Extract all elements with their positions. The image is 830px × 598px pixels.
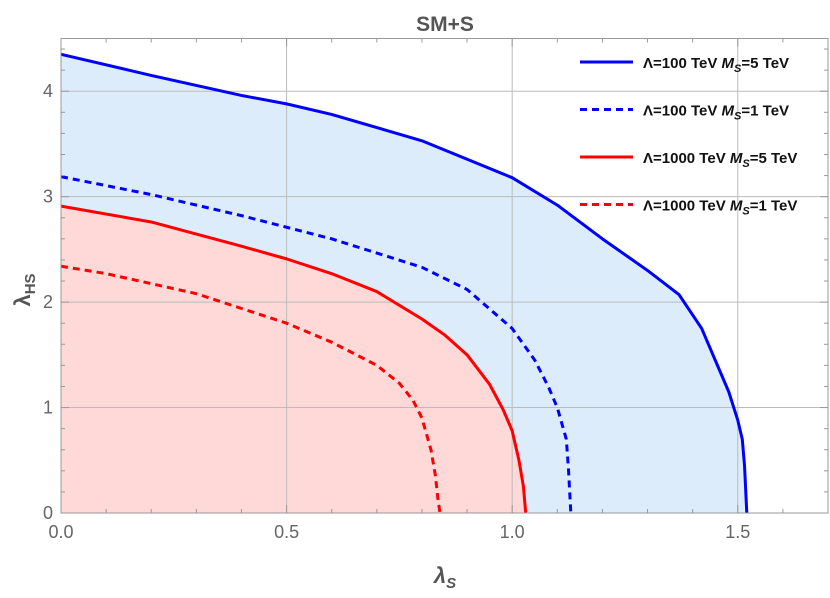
x-tick-label: 0.0 bbox=[48, 522, 73, 542]
y-tick-label: 3 bbox=[43, 187, 53, 207]
x-tick-label: 1.5 bbox=[725, 522, 750, 542]
series-line-0 bbox=[60, 52, 749, 514]
area-fill-2 bbox=[61, 206, 526, 513]
series-line-1 bbox=[60, 175, 573, 514]
y-axis-label: λHS bbox=[10, 273, 39, 306]
x-tick-label: 0.5 bbox=[274, 522, 299, 542]
chart-title: SM+S bbox=[416, 13, 474, 36]
y-tick-label: 0 bbox=[43, 503, 53, 523]
y-tick-label: 4 bbox=[43, 81, 53, 101]
x-tick-label: 1.0 bbox=[500, 522, 525, 542]
legend-label-2: Λ=1000 TeV MS=5 TeV bbox=[643, 150, 797, 170]
legend-label-0: Λ=100 TeV MS=5 TeV bbox=[643, 55, 789, 75]
x-axis-label: λS bbox=[433, 563, 456, 592]
y-tick-label: 1 bbox=[43, 398, 53, 418]
plot-frame bbox=[60, 38, 829, 514]
y-tick-label: 2 bbox=[43, 292, 53, 312]
series-line-3 bbox=[60, 264, 442, 514]
legend-label-3: Λ=1000 TeV MS=1 TeV bbox=[643, 198, 797, 218]
series-line-2 bbox=[60, 204, 528, 514]
legend-label-1: Λ=100 TeV MS=1 TeV bbox=[643, 103, 789, 123]
